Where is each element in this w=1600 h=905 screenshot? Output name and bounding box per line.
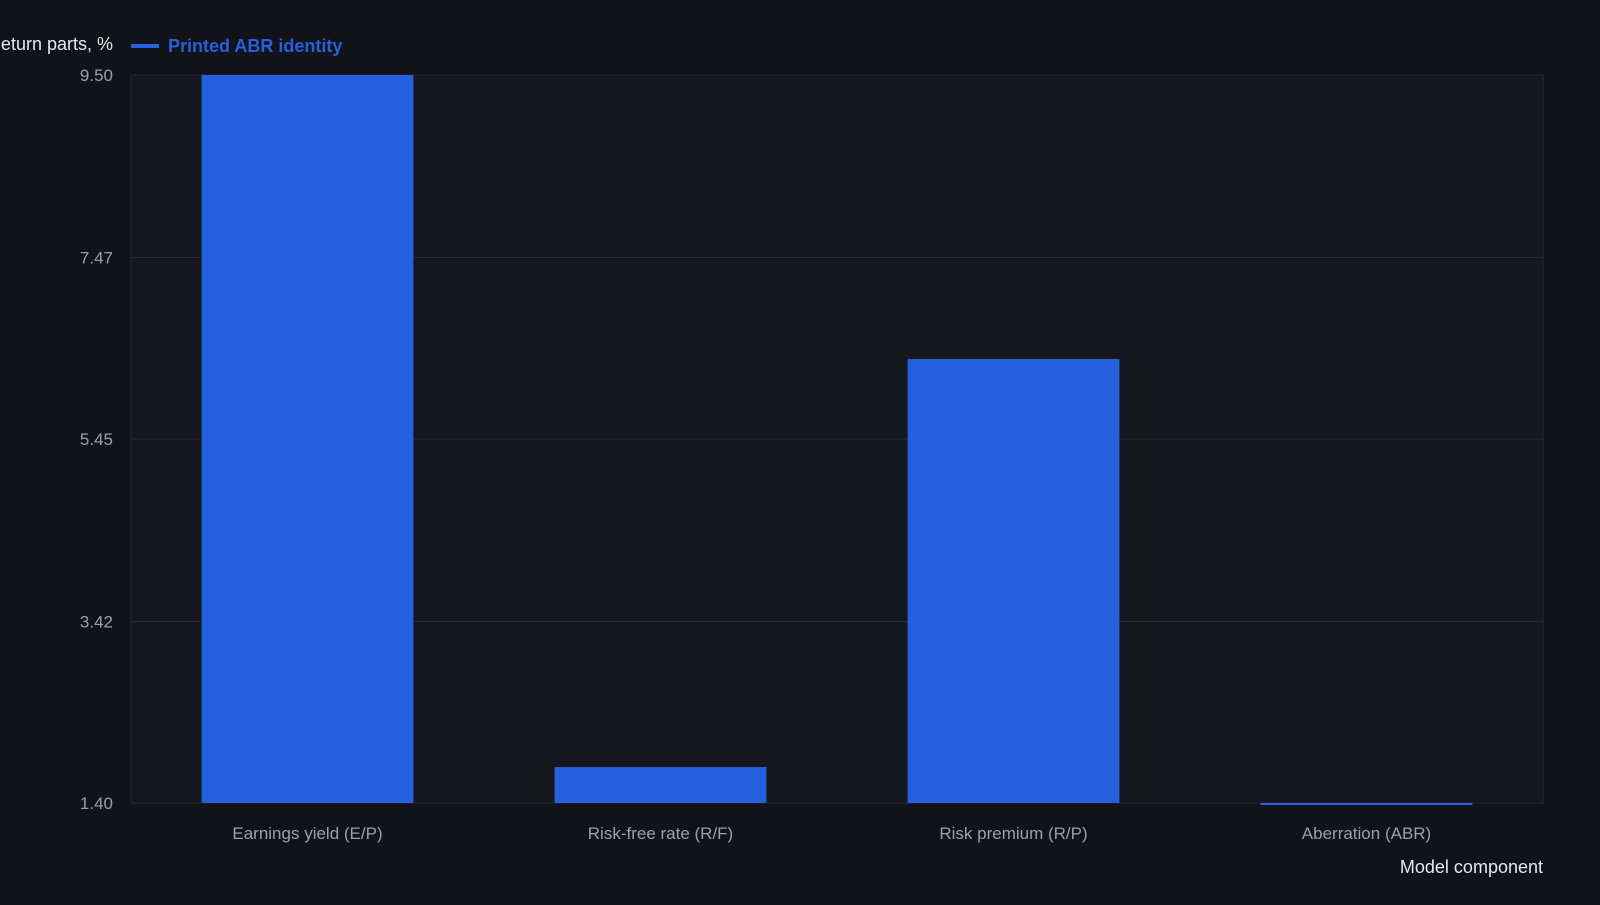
x-axis-ticks: Earnings yield (E/P) Risk-free rate (R/F)…	[232, 824, 1431, 843]
bar-1	[201, 75, 414, 803]
y-tick-label: 9.50	[80, 66, 113, 85]
y-tick-label: 1.40	[80, 794, 113, 813]
y-tick-label: 7.47	[80, 248, 113, 267]
y-axis-label: Return parts, %	[0, 34, 113, 54]
bar-4	[1260, 803, 1473, 805]
bar-2	[554, 767, 767, 803]
x-tick-label: Risk-free rate (R/F)	[588, 824, 733, 843]
x-tick-label: Earnings yield (E/P)	[232, 824, 382, 843]
legend-label: Printed ABR identity	[168, 36, 342, 56]
x-tick-label: Aberration (ABR)	[1302, 824, 1431, 843]
bar-3	[907, 359, 1120, 803]
y-axis-ticks: 1.40 3.42 5.45 7.47 9.50	[80, 66, 113, 813]
y-tick-label: 5.45	[80, 430, 113, 449]
y-tick-label: 3.42	[80, 612, 113, 631]
bars	[201, 75, 1473, 805]
x-axis-label: Model component	[1400, 857, 1543, 877]
x-tick-label: Risk premium (R/P)	[939, 824, 1087, 843]
